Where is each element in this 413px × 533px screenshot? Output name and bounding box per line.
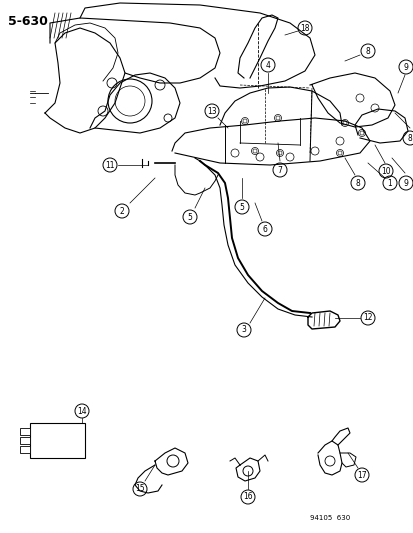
Text: 9: 9 bbox=[403, 62, 408, 71]
Text: 15: 15 bbox=[135, 484, 145, 494]
Text: 6: 6 bbox=[262, 224, 267, 233]
Text: 13: 13 bbox=[206, 107, 216, 116]
Text: 1: 1 bbox=[387, 179, 392, 188]
Bar bbox=[20, 446, 30, 453]
Bar bbox=[20, 428, 30, 435]
Text: 8: 8 bbox=[365, 46, 370, 55]
Text: 5: 5 bbox=[187, 213, 192, 222]
Text: 3: 3 bbox=[241, 326, 246, 335]
Text: 9: 9 bbox=[403, 179, 408, 188]
Text: 14: 14 bbox=[77, 407, 87, 416]
Bar bbox=[30, 423, 85, 458]
Text: 7: 7 bbox=[277, 166, 282, 174]
Text: 2: 2 bbox=[119, 206, 124, 215]
Text: 12: 12 bbox=[362, 313, 372, 322]
Text: 8: 8 bbox=[407, 133, 411, 142]
Text: 18: 18 bbox=[299, 23, 309, 33]
Text: 11: 11 bbox=[105, 160, 114, 169]
Bar bbox=[20, 437, 30, 444]
Text: 8: 8 bbox=[355, 179, 359, 188]
Text: 5-630: 5-630 bbox=[8, 15, 48, 28]
Text: 4: 4 bbox=[265, 61, 270, 69]
Text: 94105  630: 94105 630 bbox=[309, 515, 349, 521]
Text: 10: 10 bbox=[380, 166, 390, 175]
Text: 5: 5 bbox=[239, 203, 244, 212]
Text: 16: 16 bbox=[242, 492, 252, 502]
Text: 17: 17 bbox=[356, 471, 366, 480]
